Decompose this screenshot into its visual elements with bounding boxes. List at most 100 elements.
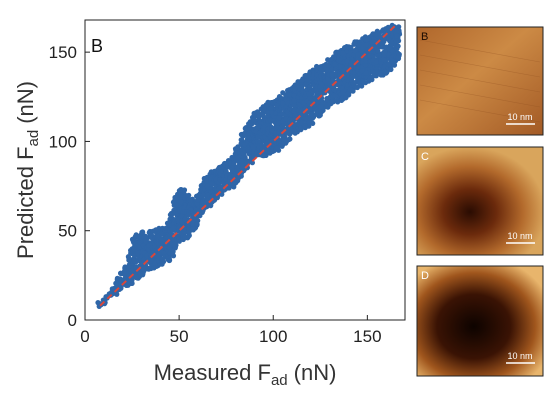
- scatter-point: [367, 53, 373, 59]
- scatter-point: [269, 109, 275, 115]
- inset-c-scale-text: 10 nm: [507, 231, 532, 241]
- scatter-point: [363, 42, 369, 48]
- scatter-point: [238, 173, 244, 179]
- scatter-point: [159, 258, 165, 264]
- scatter-point: [302, 123, 308, 129]
- scatter-point: [133, 274, 140, 281]
- scatter-point: [394, 33, 400, 39]
- scatter-point: [385, 24, 391, 30]
- y-tick-label: 150: [49, 43, 77, 62]
- scatter-point: [142, 233, 148, 239]
- scatter-point: [306, 119, 312, 126]
- scatter-point: [265, 110, 271, 116]
- scatter-point: [355, 52, 361, 58]
- y-tick-label: 0: [68, 311, 77, 330]
- scatter-point: [291, 108, 297, 114]
- scatter-point: [374, 59, 380, 65]
- scatter-point: [325, 62, 331, 68]
- reference-line: [99, 22, 399, 307]
- scatter-point: [318, 109, 324, 115]
- inset-c-image: [416, 146, 544, 256]
- scatter-point: [193, 216, 199, 222]
- scatter-point: [393, 38, 399, 44]
- scatter-point: [172, 244, 178, 250]
- scatter-point: [303, 81, 309, 88]
- scatter-point: [388, 66, 394, 73]
- inset-b-texture: [419, 39, 541, 123]
- x-axis-title-main: Measured F: [154, 360, 271, 385]
- scatter-point: [140, 229, 146, 235]
- scatter-point: [215, 186, 222, 192]
- scatter-point: [135, 250, 141, 256]
- inset-b-image: [416, 26, 544, 136]
- x-tick-label: 50: [170, 327, 189, 346]
- scatter-point: [118, 277, 124, 283]
- scatter-point: [118, 270, 124, 276]
- scatter-point: [344, 58, 350, 65]
- scatter-point: [244, 158, 250, 164]
- scatter-point: [276, 115, 282, 121]
- scatter-point: [306, 91, 312, 97]
- scatter-point: [370, 39, 377, 45]
- scatter-point: [275, 145, 281, 151]
- scatter-point: [238, 137, 244, 143]
- scatter-point: [140, 272, 146, 278]
- scatter-point: [204, 192, 211, 198]
- scatter-point: [306, 115, 312, 121]
- scatter-point: [276, 129, 282, 135]
- scatter-point: [299, 77, 305, 83]
- scatter-point: [178, 187, 184, 193]
- y-axis-title-sub: ad: [25, 130, 42, 147]
- scatter-point: [383, 70, 389, 76]
- scatter-point: [367, 75, 373, 81]
- y-tick-label: 100: [49, 132, 77, 151]
- y-axis-ticks: 0 50 100 150: [49, 43, 90, 330]
- scatter-point: [363, 70, 369, 76]
- inset-b-label: B: [421, 31, 428, 43]
- scatter-plot: 0 50 100 150 0 50 100 150 B Measured F ad (nN) P…: [13, 19, 406, 389]
- scatter-point: [178, 192, 184, 198]
- scatter-point: [268, 105, 274, 111]
- inset-b-scale-text: 10 nm: [507, 112, 532, 122]
- scatter-point: [167, 212, 173, 218]
- scatter-point: [391, 62, 398, 68]
- inset-d: D 10 nm: [416, 265, 544, 377]
- scatter-point: [250, 144, 256, 150]
- scatter-point: [314, 63, 320, 70]
- scatter-point: [337, 80, 343, 86]
- scatter-point: [356, 42, 362, 48]
- scatter-point: [204, 198, 210, 204]
- scatter-point: [381, 39, 387, 45]
- y-axis-title: Predicted Fad (nN): [13, 81, 42, 259]
- scatter-point: [352, 39, 358, 45]
- scatter-point: [395, 43, 401, 49]
- y-tick-label: 50: [58, 222, 77, 241]
- x-tick-label: 150: [353, 327, 381, 346]
- scatter-point: [182, 234, 188, 240]
- scatter-point: [126, 257, 132, 263]
- scatter-point: [347, 87, 353, 93]
- scatter-point: [296, 107, 302, 113]
- scatter-point: [163, 225, 169, 231]
- scatter-point: [307, 84, 313, 90]
- scatter-point: [254, 109, 261, 115]
- scatter-point: [291, 97, 297, 104]
- y-axis-title-unit: (nN): [13, 81, 38, 124]
- panel-label: B: [91, 36, 103, 56]
- scatter-point: [375, 48, 381, 54]
- inset-c-label: C: [421, 151, 429, 163]
- scatter-point: [253, 128, 259, 135]
- scatter-point: [130, 238, 136, 244]
- scatter-point: [340, 50, 346, 56]
- scatter-point: [280, 134, 286, 140]
- scatter-point: [360, 79, 366, 85]
- y-axis-title-main: Predicted F: [13, 146, 38, 259]
- scatter-point: [329, 72, 335, 78]
- scatter-point: [292, 112, 298, 119]
- scatter-point: [395, 54, 401, 60]
- scatter-point: [264, 148, 271, 154]
- scatter-point: [194, 197, 201, 203]
- scatter-point: [231, 160, 237, 167]
- scatter-point: [178, 199, 184, 205]
- inset-c: C 10 nm: [416, 146, 544, 256]
